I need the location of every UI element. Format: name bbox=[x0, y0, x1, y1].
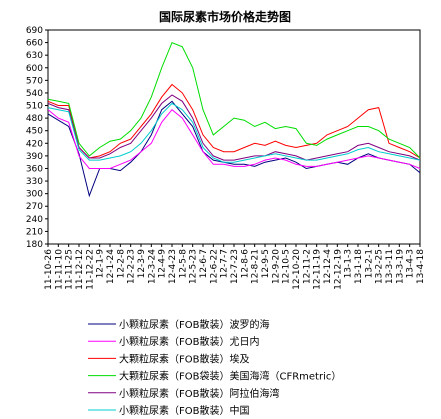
y-tick-label: 660 bbox=[26, 39, 43, 49]
y-tick-label: 450 bbox=[26, 127, 43, 137]
y-tick-label: 540 bbox=[26, 89, 43, 99]
x-tick-label: 11-12-22 bbox=[85, 249, 95, 290]
x-tick-label: 12-5-23 bbox=[189, 249, 199, 284]
y-tick-label: 690 bbox=[26, 26, 43, 36]
x-tick-label: 12-2-8 bbox=[116, 249, 126, 279]
series-line-1 bbox=[47, 108, 421, 169]
legend-label-0: 小颗粒尿素（FOB散装）波罗的海 bbox=[119, 318, 269, 331]
x-tick-label: 13-4-18 bbox=[416, 249, 426, 284]
y-axis: 180 210 240 270 300 330 360 390 420 450 480 510 540 5… bbox=[26, 26, 48, 250]
legend-label-2: 大颗粒尿素（FOB散装）埃及 bbox=[119, 352, 249, 365]
legend-label-3: 大颗粒尿素（FOB袋装）美国海湾（CFRmetric） bbox=[119, 370, 341, 383]
x-tick-label: 12-2-23 bbox=[127, 249, 137, 284]
y-tick-label: 480 bbox=[26, 114, 43, 124]
series-line-5 bbox=[47, 102, 421, 163]
x-tick-label: 12-4-9 bbox=[158, 249, 168, 279]
y-tick-label: 330 bbox=[26, 177, 43, 187]
x-tick-label: 11-11-10 bbox=[54, 249, 64, 290]
x-tick-label: 12-4-23 bbox=[168, 249, 178, 284]
x-tick-label: 11-10-26 bbox=[44, 249, 54, 290]
legend-label-1: 小颗粒尿素（FOB散装）尤日内 bbox=[119, 335, 259, 348]
x-tick-label: 12-3-24 bbox=[147, 249, 157, 284]
x-tick-label: 12-12-19 bbox=[333, 249, 343, 290]
y-tick-label: 240 bbox=[26, 215, 43, 225]
legend-label-5: 小颗粒尿素（FOB散装）中国 bbox=[119, 404, 249, 417]
x-tick-label: 12-7-7 bbox=[220, 249, 230, 278]
x-tick-label: 11-11-25 bbox=[65, 249, 75, 290]
y-tick-label: 630 bbox=[26, 51, 43, 61]
series-lines bbox=[47, 41, 421, 198]
chart-title: 国际尿素市场价格走势图 bbox=[159, 9, 291, 24]
y-tick-label: 210 bbox=[26, 227, 43, 237]
x-tick-label: 12-3-9 bbox=[137, 249, 147, 279]
y-tick-label: 270 bbox=[26, 202, 43, 212]
y-tick-label: 180 bbox=[26, 240, 43, 250]
legend-label-4: 小颗粒尿素（FOB散装）阿拉伯海湾 bbox=[119, 387, 279, 400]
x-tick-label: 12-12-4 bbox=[323, 249, 333, 284]
x-tick-label: 13-4-3 bbox=[406, 249, 416, 278]
x-tick-label: 12-8-6 bbox=[240, 249, 250, 279]
series-line-4 bbox=[47, 94, 421, 161]
y-tick-label: 390 bbox=[26, 152, 43, 162]
x-tick-label: 13-3-19 bbox=[395, 249, 405, 284]
y-tick-label: 300 bbox=[26, 190, 43, 200]
y-tick-label: 420 bbox=[26, 139, 43, 149]
x-tick-label: 12-5-8 bbox=[178, 249, 188, 279]
x-tick-label: 12-7-23 bbox=[230, 249, 240, 284]
x-tick-label: 12-10-20 bbox=[292, 249, 302, 290]
y-tick-label: 600 bbox=[26, 64, 43, 74]
y-tick-label: 510 bbox=[26, 102, 43, 112]
x-tick-label: 11-12-12 bbox=[75, 249, 85, 290]
x-tick-label: 12-9-20 bbox=[271, 249, 281, 284]
x-tick-label: 12-9-5 bbox=[261, 249, 271, 278]
series-line-2 bbox=[47, 83, 421, 159]
x-tick-label: 13-1-3 bbox=[344, 249, 354, 278]
x-tick-label: 13-2-25 bbox=[375, 249, 385, 284]
x-tick-label: 12-6-22 bbox=[209, 249, 219, 284]
x-tick-label: 12-8-21 bbox=[251, 249, 261, 284]
y-tick-label: 360 bbox=[26, 164, 43, 174]
x-axis: 11-10-26 11-11-10 11-11-25 11-12-12 11-12-22… bbox=[44, 244, 426, 290]
legend: 小颗粒尿素（FOB散装）波罗的海小颗粒尿素（FOB散装）尤日内大颗粒尿素（FOB… bbox=[88, 318, 341, 417]
x-tick-label: 13-2-1 bbox=[364, 249, 374, 278]
x-tick-label: 13-1-18 bbox=[354, 249, 364, 284]
x-tick-label: 12-11-2 bbox=[302, 249, 312, 284]
series-line-3 bbox=[47, 41, 421, 159]
x-tick-label: 12-6-7 bbox=[199, 249, 209, 278]
x-tick-label: 12-1-9 bbox=[96, 249, 106, 279]
x-tick-label: 13-3-11 bbox=[385, 249, 395, 284]
plot-area bbox=[47, 29, 421, 245]
x-tick-label: 12-10-5 bbox=[282, 249, 292, 284]
y-tick-label: 570 bbox=[26, 76, 43, 86]
x-tick-label: 12-11-19 bbox=[313, 249, 323, 290]
x-tick-label: 12-1-24 bbox=[106, 249, 116, 284]
